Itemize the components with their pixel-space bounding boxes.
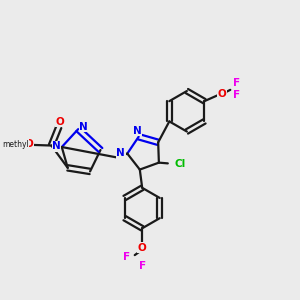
Text: N: N [79,122,88,132]
Text: O: O [217,89,226,99]
Text: O: O [56,117,65,127]
Text: F: F [233,90,240,100]
Text: Cl: Cl [174,159,185,169]
Text: O: O [138,243,147,253]
Text: methyl: methyl [2,140,29,148]
Text: O: O [25,139,34,149]
Text: N: N [116,148,125,158]
Text: F: F [139,261,146,271]
Text: N: N [52,141,61,152]
Text: F: F [233,78,240,88]
Text: N: N [133,126,142,136]
Text: F: F [123,252,130,262]
